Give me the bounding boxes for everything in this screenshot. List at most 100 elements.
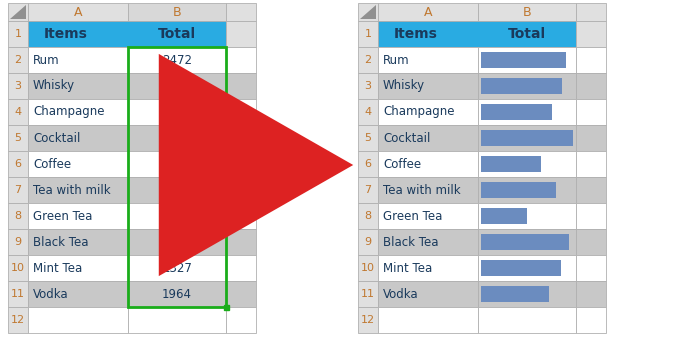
Text: Vodka: Vodka [383, 287, 418, 300]
Text: 10: 10 [361, 263, 375, 273]
Text: Items: Items [394, 27, 438, 41]
Bar [128, 47, 226, 307]
Bar [576, 255, 606, 281]
Bar [128, 177, 226, 203]
Text: 4: 4 [14, 107, 22, 117]
Text: Champagne: Champagne [33, 106, 105, 119]
Bar [576, 47, 606, 73]
Bar [28, 177, 128, 203]
Text: Rum: Rum [33, 53, 59, 66]
Bar [478, 281, 576, 307]
Text: 2663: 2663 [162, 132, 192, 145]
Bar [576, 203, 606, 229]
Bar [226, 99, 256, 125]
Bar [8, 21, 28, 47]
Bar [378, 3, 478, 21]
Bar [378, 307, 478, 333]
Bar [576, 151, 606, 177]
Bar [358, 47, 378, 73]
Bar [128, 47, 226, 73]
Bar [128, 3, 226, 21]
Text: Total: Total [158, 27, 196, 41]
Bar [28, 21, 226, 47]
Text: 5: 5 [364, 133, 372, 143]
Bar [8, 229, 28, 255]
Bar [358, 229, 378, 255]
Text: Mint Tea: Mint Tea [33, 261, 82, 274]
Text: 2472: 2472 [162, 53, 192, 66]
Text: B: B [523, 6, 531, 19]
Bar [8, 255, 28, 281]
Bar [378, 203, 478, 229]
Bar [8, 73, 28, 99]
Text: 1: 1 [14, 29, 22, 39]
Text: Black Tea: Black Tea [383, 236, 439, 249]
Bar [226, 177, 256, 203]
Bar [226, 73, 256, 99]
Text: 1327: 1327 [162, 210, 192, 223]
Bar [128, 255, 226, 281]
Bar [128, 151, 226, 177]
Polygon shape [360, 5, 376, 19]
Bar [358, 151, 378, 177]
Bar [226, 255, 256, 281]
Bar [478, 99, 576, 125]
Bar [481, 182, 556, 198]
Bar [128, 125, 226, 151]
Text: 2327: 2327 [162, 261, 192, 274]
Bar [378, 47, 478, 73]
Text: B: B [172, 6, 181, 19]
Bar [358, 281, 378, 307]
Bar [226, 203, 256, 229]
Bar [576, 21, 606, 47]
Bar [28, 255, 128, 281]
Bar [226, 125, 256, 151]
Bar [128, 307, 226, 333]
Text: 6: 6 [364, 159, 372, 169]
Text: Mint Tea: Mint Tea [383, 261, 432, 274]
Bar [28, 3, 128, 21]
Bar [8, 125, 28, 151]
Bar [378, 21, 576, 47]
Bar [576, 229, 606, 255]
Text: Coffee: Coffee [383, 158, 421, 171]
Bar [478, 177, 576, 203]
Bar [478, 125, 576, 151]
Text: Champagne: Champagne [383, 106, 454, 119]
Bar [8, 307, 28, 333]
Bar [28, 125, 128, 151]
Bar [481, 52, 566, 68]
Bar [481, 208, 527, 224]
Bar [8, 203, 28, 229]
Bar [28, 281, 128, 307]
Bar [576, 125, 606, 151]
Bar [481, 286, 549, 302]
Text: Whisky: Whisky [33, 79, 75, 93]
Text: Cocktail: Cocktail [383, 132, 431, 145]
Bar [358, 307, 378, 333]
Bar [378, 229, 478, 255]
Text: 6: 6 [14, 159, 22, 169]
Bar [576, 3, 606, 21]
Bar [478, 3, 576, 21]
Bar [481, 78, 562, 94]
Bar [481, 156, 541, 172]
Text: 8: 8 [364, 211, 372, 221]
Bar [481, 234, 569, 250]
Polygon shape [10, 5, 26, 19]
Bar [478, 203, 576, 229]
Bar [481, 130, 573, 146]
Bar [28, 73, 128, 99]
Text: 1964: 1964 [162, 287, 192, 300]
Text: 9: 9 [14, 237, 22, 247]
Bar [478, 47, 576, 73]
Text: 2: 2 [364, 55, 372, 65]
Text: 1726: 1726 [162, 158, 192, 171]
Bar [576, 307, 606, 333]
Bar [358, 255, 378, 281]
Bar [478, 255, 576, 281]
Bar [28, 151, 128, 177]
Text: 4: 4 [364, 107, 372, 117]
Bar [226, 307, 256, 333]
Text: 9: 9 [364, 237, 372, 247]
